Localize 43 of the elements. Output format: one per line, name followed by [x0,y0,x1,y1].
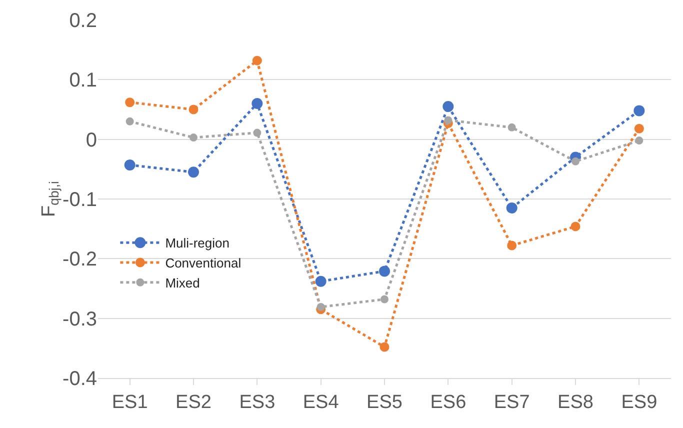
point [442,101,454,112]
point [444,116,452,124]
point [252,56,262,66]
point [506,202,518,214]
x-tick-label: ES7 [494,392,530,413]
y-tick-label: 0.2 [69,10,97,32]
point [188,166,199,178]
point [380,342,390,352]
x-tick-label: ES6 [430,392,466,413]
x-tick-label: ES9 [621,392,658,413]
point [315,276,326,287]
point [380,295,388,304]
x-tick-label: ES4 [302,392,340,413]
point [570,222,580,232]
y-tick-label: -0.1 [62,189,97,211]
x-tick-label: ES5 [366,392,402,413]
point [634,124,644,134]
point [635,136,644,145]
y-tick-label: -0.4 [62,368,97,390]
point [253,128,262,137]
point [126,117,134,126]
point [508,123,516,132]
x-tick-label: ES8 [558,392,594,413]
y-tick-label: -0.3 [62,308,97,330]
legend-label: Conventional [165,256,242,271]
point [572,157,580,166]
x-tick-label: ES2 [176,392,212,413]
point [188,104,198,114]
point [507,240,517,250]
legend-label: Muli-region [165,236,230,251]
x-tick-label: ES3 [239,392,276,413]
point [252,98,263,110]
point [379,266,390,277]
point [634,105,645,116]
point [124,159,136,170]
y-tick-label: -0.2 [62,248,97,271]
point [125,98,135,108]
point [316,303,325,311]
y-tick-label: 0.1 [69,70,97,92]
x-tick-label: ES1 [112,392,148,413]
legend-label: Mixed [165,275,200,290]
y-tick-label: 0 [86,129,97,152]
point [190,134,198,142]
